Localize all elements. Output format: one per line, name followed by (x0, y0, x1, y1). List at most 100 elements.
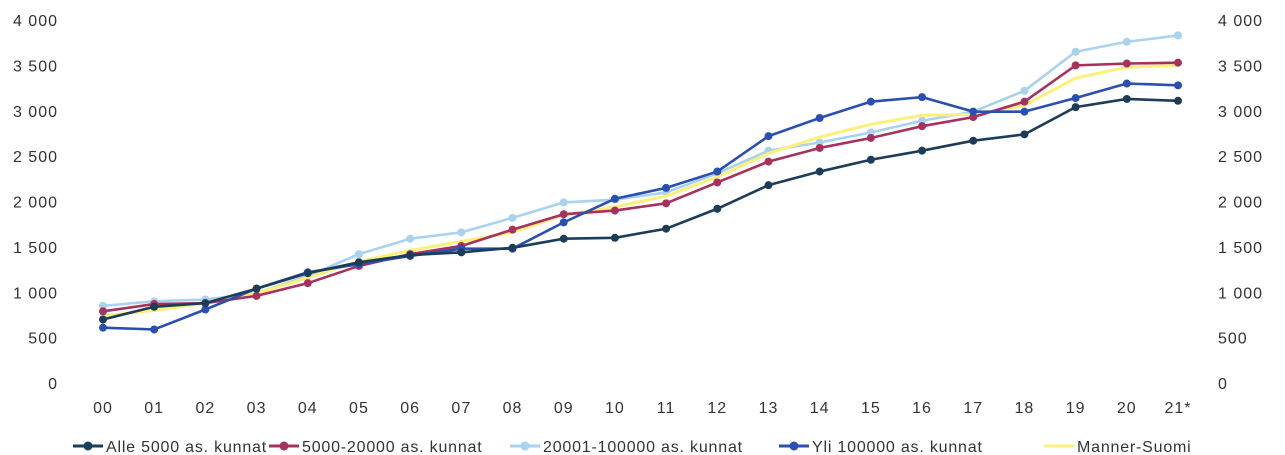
data-point (354, 258, 363, 267)
y-tick-label-right: 4 000 (1218, 13, 1263, 30)
left-y-axis: 0 500 1 000 1 500 2 000 2 500 3 000 3 500 4 000 (13, 13, 58, 393)
data-point (252, 284, 261, 293)
data-point (918, 122, 927, 131)
data-point (1122, 94, 1131, 103)
data-point (713, 178, 722, 187)
y-tick-label-right: 2 000 (1218, 195, 1263, 212)
data-point (1020, 86, 1029, 95)
legend-item: Alle 5000 as. kunnat (73, 439, 267, 455)
data-point (918, 146, 927, 155)
data-point (969, 107, 978, 116)
legend-label: 5000-20000 as. kunnat (302, 439, 483, 455)
y-tick-label-left: 3 500 (13, 58, 58, 75)
y-tick-label-left: 2 500 (13, 149, 58, 166)
x-tick-label: 20 (1117, 400, 1137, 417)
y-tick-label-right: 2 500 (1218, 149, 1263, 166)
data-point (406, 234, 415, 243)
data-point (764, 132, 773, 141)
data-point (99, 315, 107, 324)
y-tick-label-left: 3 000 (13, 104, 58, 121)
data-point (1071, 94, 1080, 103)
data-point (866, 155, 875, 164)
data-point (610, 206, 619, 215)
data-point (713, 204, 722, 213)
data-point (866, 97, 875, 106)
y-tick-label-left: 2 000 (13, 195, 58, 212)
x-tick-label: 19 (1066, 400, 1086, 417)
data-point (457, 248, 466, 257)
series-line (102, 34, 1179, 308)
data-point (201, 299, 210, 308)
series-0 (99, 94, 1182, 324)
data-point (815, 143, 824, 152)
x-tick-label: 10 (605, 400, 625, 417)
data-point (662, 199, 671, 208)
series-2 (99, 31, 1182, 310)
series-line (102, 61, 1179, 313)
x-tick-label: 13 (759, 400, 779, 417)
legend-label: Alle 5000 as. kunnat (106, 439, 267, 455)
y-tick-label-right: 3 000 (1218, 104, 1263, 121)
data-point (1122, 37, 1131, 46)
data-point (1122, 59, 1131, 68)
x-tick-label: 00 (93, 400, 113, 417)
data-point (508, 225, 517, 234)
x-tick-label: 15 (861, 400, 881, 417)
data-point (1174, 58, 1182, 67)
data-point (150, 302, 159, 311)
x-tick-label: 04 (298, 400, 318, 417)
data-point (610, 194, 619, 203)
legend-item: Yli 100000 as. kunnat (779, 439, 983, 455)
x-tick-label: 06 (400, 400, 420, 417)
data-point (1020, 97, 1029, 106)
data-point (1174, 96, 1182, 105)
x-tick-label: 09 (554, 400, 574, 417)
data-point (1071, 61, 1080, 70)
data-point (764, 181, 773, 190)
x-tick-label: 03 (247, 400, 267, 417)
data-point (1174, 31, 1182, 40)
data-point (969, 136, 978, 145)
data-point (610, 233, 619, 242)
y-tick-label-right: 1 500 (1218, 240, 1263, 257)
legend-label: Yli 100000 as. kunnat (812, 439, 983, 455)
x-tick-label: 05 (349, 400, 369, 417)
data-point (1174, 81, 1182, 90)
series-1 (99, 58, 1182, 316)
data-point (559, 218, 568, 227)
legend-swatch-marker (520, 441, 530, 451)
x-tick-label: 17 (963, 400, 983, 417)
legend-swatch-marker (789, 441, 799, 451)
legend-swatch-marker (279, 441, 289, 451)
y-tick-label-left: 4 000 (13, 13, 58, 30)
data-point (303, 269, 312, 278)
x-tick-label: 21* (1164, 400, 1191, 417)
data-point (662, 183, 671, 192)
legend: Alle 5000 as. kunnat 5000-20000 as. kunna… (73, 439, 1191, 455)
x-tick-label: 08 (503, 400, 523, 417)
data-point (354, 250, 363, 259)
x-tick-label: 07 (451, 400, 471, 417)
data-point (713, 167, 722, 176)
data-point (508, 213, 517, 222)
data-point (457, 228, 466, 237)
data-point (201, 305, 210, 314)
data-point (815, 114, 824, 123)
x-tick-label: 02 (195, 400, 215, 417)
data-point (918, 93, 927, 102)
data-point (1071, 103, 1080, 112)
data-point (559, 198, 568, 207)
data-point (559, 234, 568, 243)
x-tick-label: 11 (657, 400, 676, 417)
y-tick-label-right: 3 500 (1218, 58, 1263, 75)
data-point (1122, 79, 1131, 88)
y-tick-label-left: 1 000 (13, 285, 58, 302)
data-point (99, 307, 107, 316)
data-point (662, 224, 671, 233)
y-tick-label-left: 0 (48, 376, 58, 393)
y-tick-label-right: 0 (1218, 376, 1228, 393)
y-tick-label-right: 1 000 (1218, 285, 1263, 302)
x-tick-label: 12 (707, 400, 727, 417)
data-point (815, 167, 824, 176)
